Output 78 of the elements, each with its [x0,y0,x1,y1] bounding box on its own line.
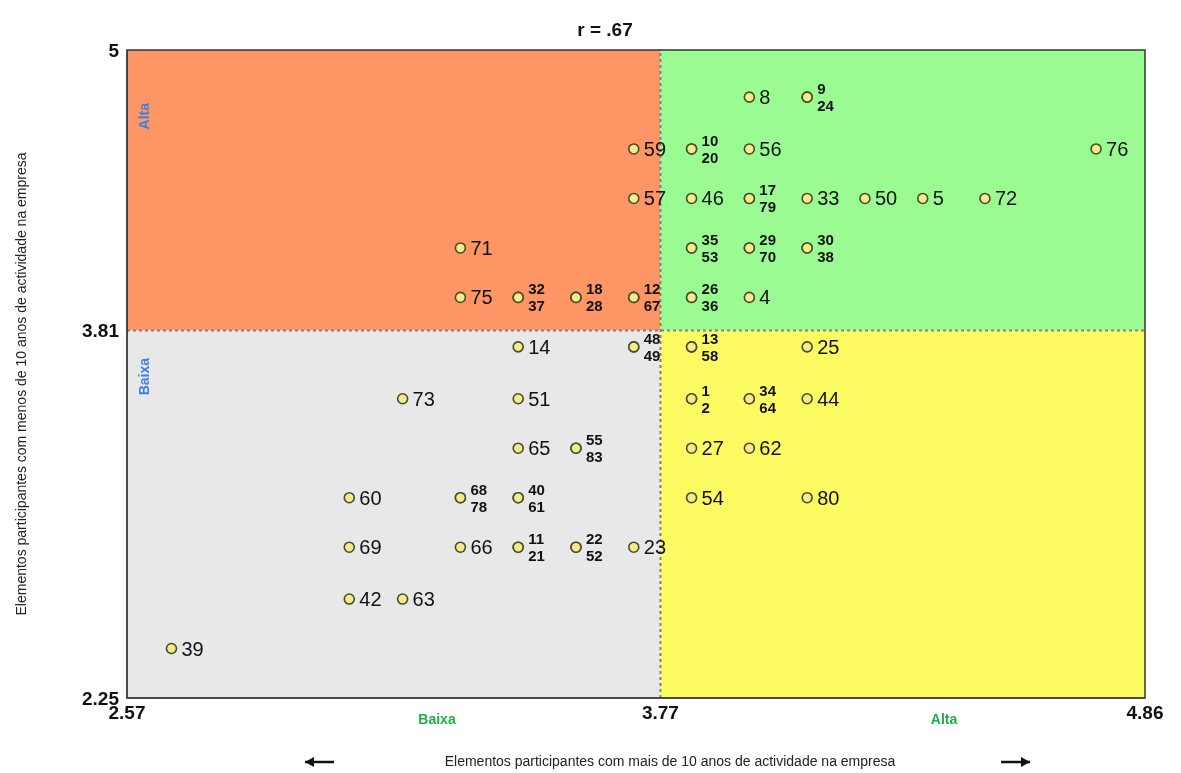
annotation: 36 [701,297,719,315]
annotation: 70 [759,247,777,265]
annotation: 53 [701,247,719,265]
annotation: 52 [585,547,603,565]
annotation: 79 [759,198,777,216]
annotation: 51 [528,387,551,410]
annotation: 62 [759,437,782,460]
annotation: 75 [470,286,493,309]
annotation: 22 [585,530,603,548]
annotation: 59 [643,137,667,160]
annotation: Baixa [136,357,152,396]
annotation: 78 [470,497,488,515]
annotation: 67 [643,297,661,315]
annotation: 26 [701,280,719,298]
annotation: 11 [528,530,545,548]
annotation: 34 [759,381,777,399]
annotation: 65 [528,437,551,460]
x-axis-title: Elementos participantes com mais de 10 anos de actividade na empresa [444,753,896,769]
annotation: 54 [701,486,724,509]
text: Alta [930,711,958,727]
annotation: 17 [759,181,777,199]
annotation: 63 [412,588,435,611]
annotation: 48 [643,329,661,347]
annotation: 71 [470,236,493,259]
annotation: 33 [817,187,840,210]
annotation: 12 [643,280,661,298]
annotation: 80 [817,486,840,509]
annotation: 69 [359,536,382,559]
y-axis-title: Elementos participantes com menos de 10 anos de actividade na empresa [13,152,29,616]
x-tick-label: 3.77 [641,702,679,724]
annotation: 72 [994,187,1018,210]
annotation: 24 [817,97,835,115]
annotation: 56 [759,137,782,160]
annotation: 1 [701,381,710,399]
annotation: 76 [1106,137,1129,160]
annotation: 37 [528,297,545,315]
annotation: 2 [701,398,710,416]
annotation: 83 [585,448,603,466]
annotation: 73 [412,387,435,410]
annotation: 10 [701,131,719,149]
y-tick-label: 5 [108,39,120,61]
annotation: 8 [759,86,771,109]
annotation: 32 [528,280,545,298]
annotation: 49 [643,346,661,364]
annotation: 38 [817,247,834,265]
annotation: 27 [701,437,724,460]
x-tick-label: 4.86 [1126,702,1164,724]
annotation: 20 [701,148,719,166]
annotation: 5 [932,187,944,210]
annotation: 55 [585,431,603,449]
annotation: 50 [874,187,898,210]
annotation: 30 [817,230,834,248]
annotation: 58 [701,346,719,364]
annotation: 66 [470,536,493,559]
annotation: 29 [759,230,777,248]
annotation: 68 [470,480,488,498]
annotation: 18 [585,280,603,298]
annotation: 35 [701,230,719,248]
annotation: 9 [817,80,826,98]
annotation: Alta [136,102,152,130]
annotation: 46 [701,187,724,210]
annotation: 39 [181,637,204,660]
annotation: 64 [759,398,777,416]
annotation: 14 [528,335,551,358]
annotation: 61 [528,497,545,515]
annotation: 13 [701,329,719,347]
text: Baixa [418,711,456,727]
annotation: 25 [817,335,840,358]
annotation: 4 [759,286,771,309]
chart-title: r = .67 [577,19,633,40]
annotation: 60 [359,486,382,509]
annotation: 40 [528,480,545,498]
annotation: 28 [585,297,603,315]
annotation: 44 [817,387,840,410]
annotation: 21 [528,547,545,565]
annotation: 57 [643,187,667,210]
annotation: 42 [359,588,382,611]
y-tick-label: 3.81 [82,320,120,342]
